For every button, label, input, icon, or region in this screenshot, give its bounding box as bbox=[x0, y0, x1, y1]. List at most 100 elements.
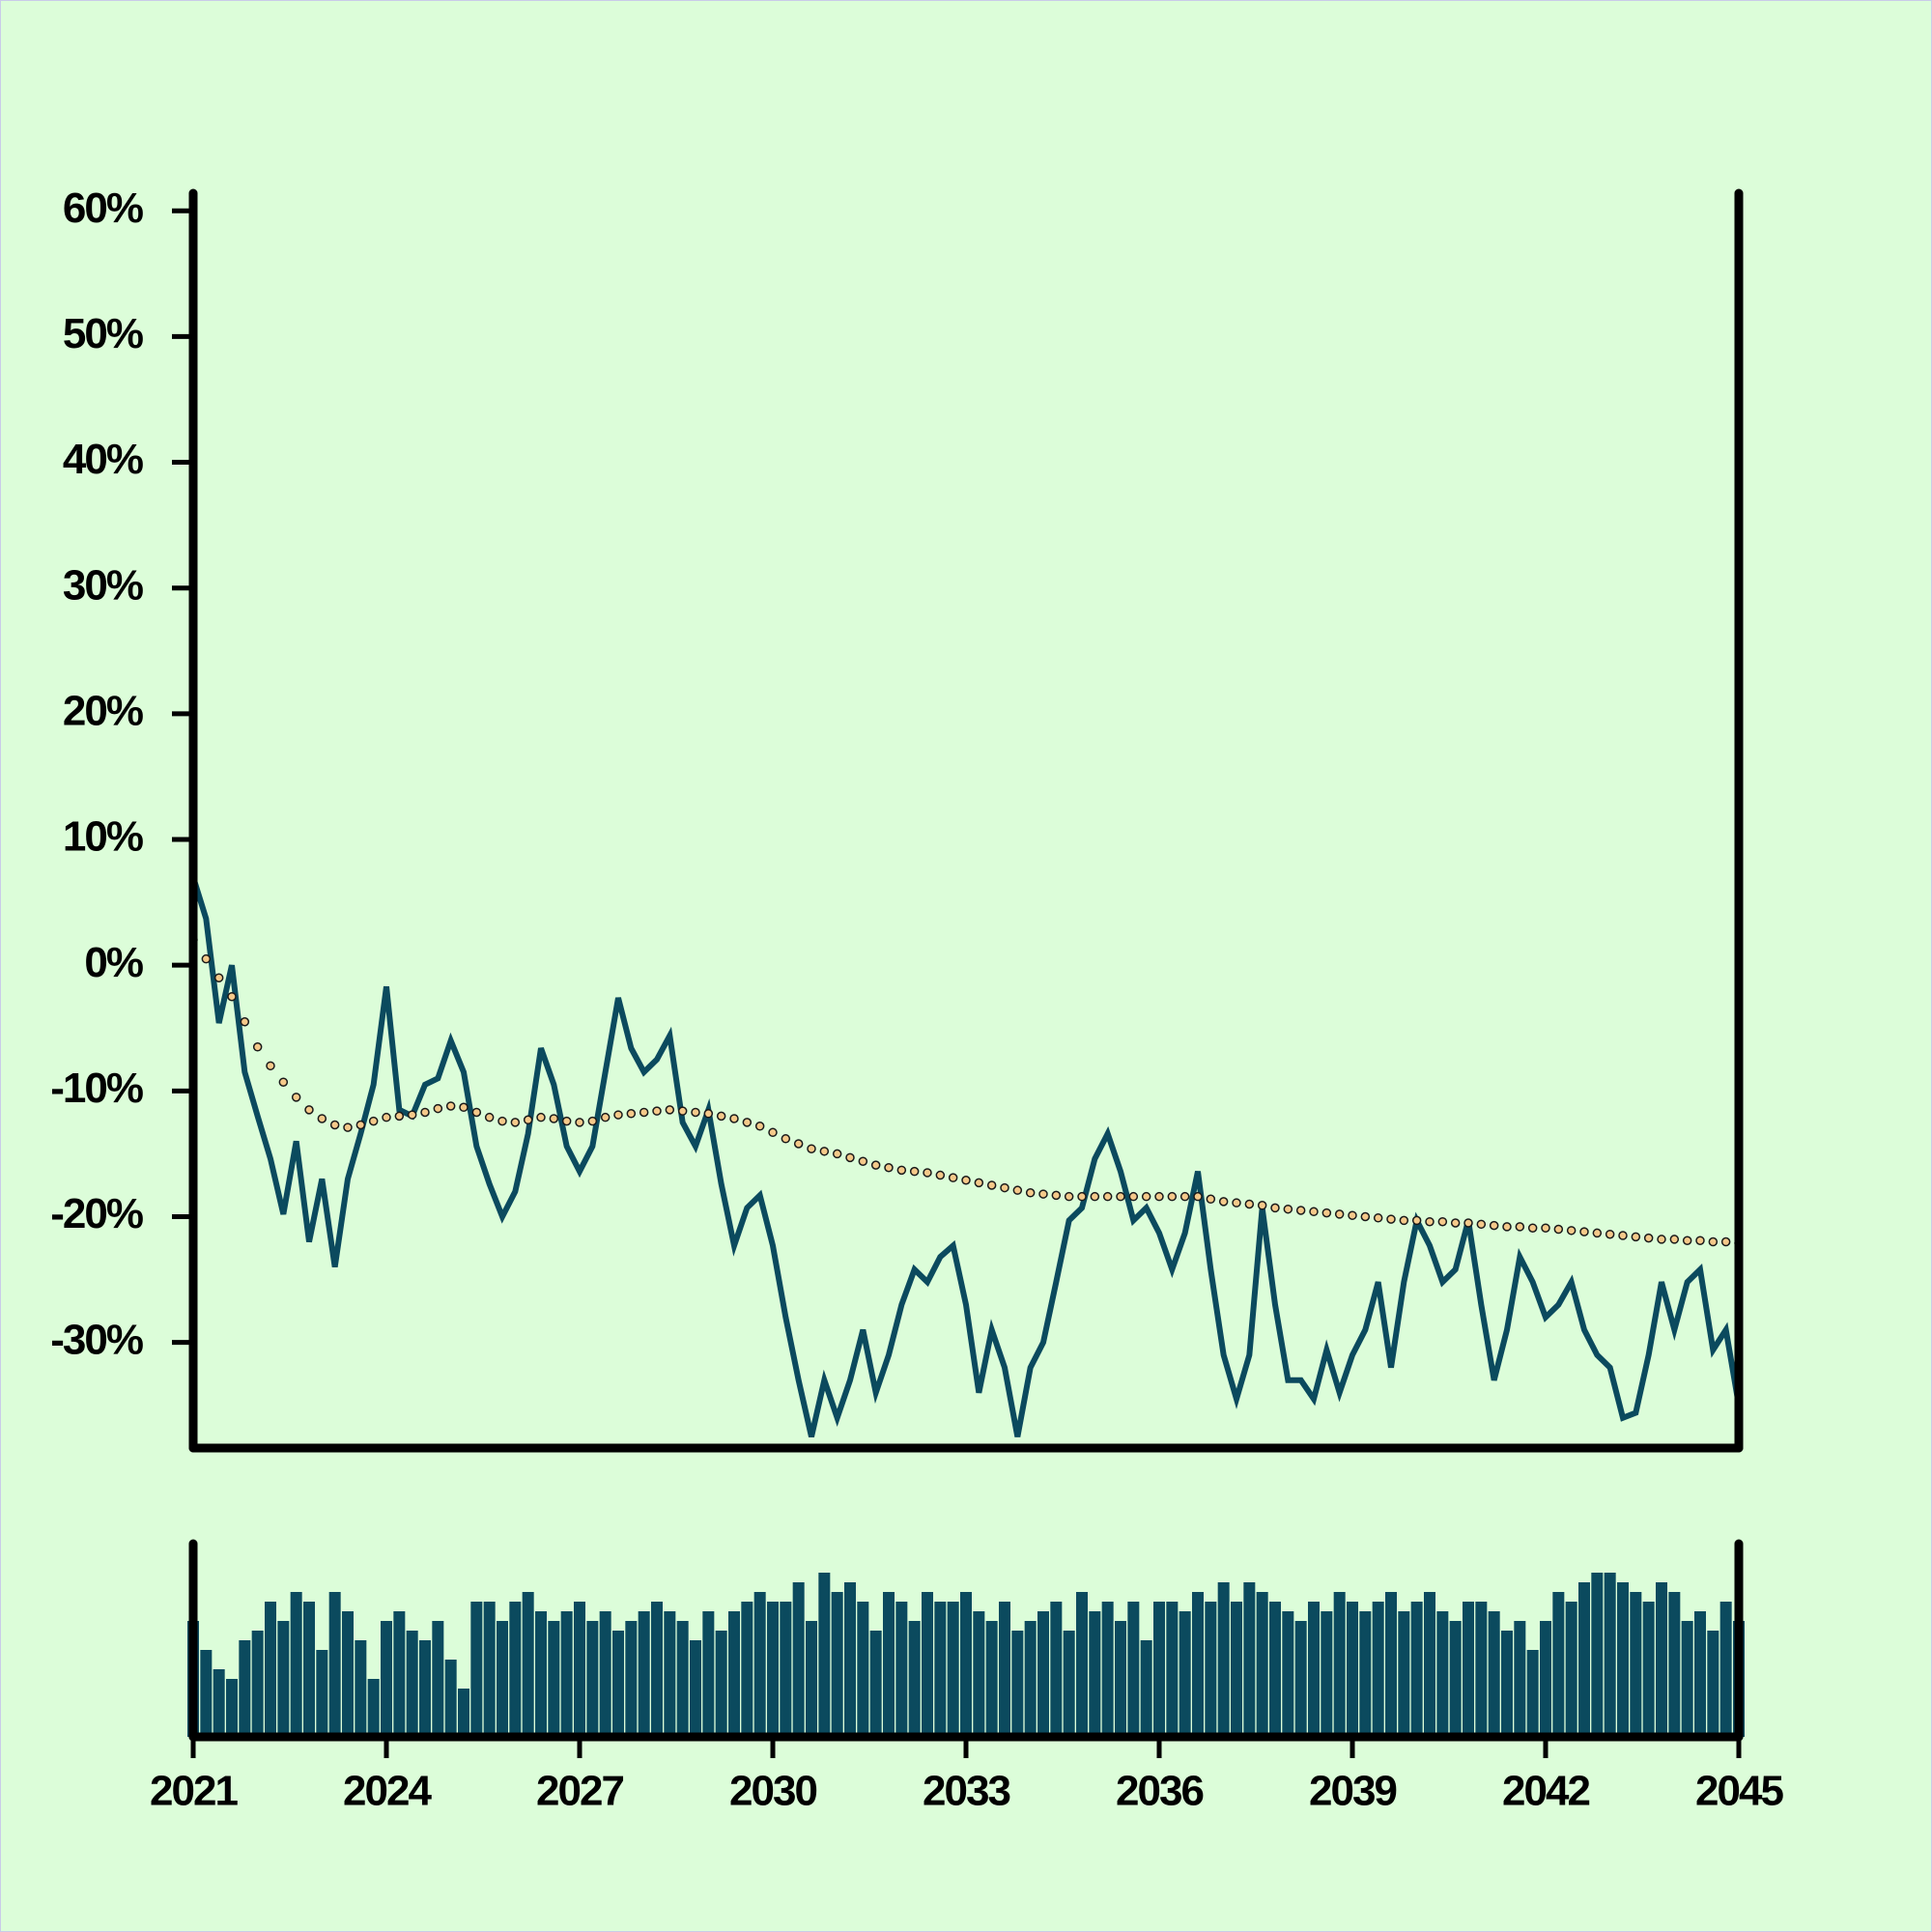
trend-dot bbox=[1450, 1218, 1461, 1228]
volume-bar bbox=[1668, 1592, 1681, 1737]
volume-bar bbox=[753, 1592, 766, 1737]
volume-bar bbox=[741, 1602, 753, 1737]
volume-bar bbox=[1436, 1611, 1449, 1737]
trend-dot bbox=[948, 1173, 958, 1182]
trend-dot bbox=[1000, 1182, 1009, 1193]
trend-dot bbox=[691, 1107, 700, 1118]
volume-bar bbox=[1294, 1621, 1307, 1737]
trend-dot bbox=[1232, 1198, 1241, 1208]
trend-dot bbox=[1321, 1208, 1332, 1218]
trend-dot bbox=[1283, 1204, 1293, 1214]
trend-dot bbox=[845, 1152, 855, 1163]
trend-dot bbox=[213, 973, 224, 982]
volume-bar bbox=[638, 1611, 650, 1737]
volume-bar bbox=[1359, 1611, 1372, 1737]
volume-bar bbox=[1410, 1602, 1423, 1737]
volume-bar bbox=[960, 1592, 972, 1737]
trend-dot bbox=[587, 1116, 598, 1126]
y-tick-label: 40% bbox=[63, 436, 143, 483]
trend-dot bbox=[201, 953, 212, 964]
volume-bar bbox=[844, 1582, 856, 1737]
volume-bar bbox=[1282, 1611, 1294, 1737]
x-tick-label: 2030 bbox=[729, 1768, 816, 1815]
volume-bar bbox=[715, 1631, 727, 1737]
trend-dot bbox=[665, 1105, 675, 1115]
volume-bar bbox=[651, 1602, 663, 1737]
volume-bar bbox=[806, 1621, 817, 1737]
volume-bar bbox=[1385, 1592, 1397, 1737]
trend-dot bbox=[1386, 1214, 1396, 1224]
volume-bar bbox=[1578, 1582, 1590, 1737]
trend-dot bbox=[1038, 1189, 1048, 1199]
x-tick-label: 2027 bbox=[536, 1768, 623, 1815]
volume-bar bbox=[200, 1650, 213, 1737]
trend-dot bbox=[1218, 1197, 1229, 1207]
trend-dot bbox=[896, 1165, 907, 1176]
trend-dot bbox=[536, 1112, 546, 1122]
volume-bar bbox=[1552, 1592, 1565, 1737]
data-line bbox=[193, 876, 1739, 1437]
volume-bar bbox=[497, 1621, 508, 1737]
trend-dot bbox=[1515, 1222, 1525, 1232]
volume-bar bbox=[818, 1573, 831, 1737]
volume-bar bbox=[586, 1621, 599, 1737]
trend-dot bbox=[1605, 1229, 1615, 1239]
volume-bar bbox=[251, 1631, 264, 1737]
volume-bar bbox=[1217, 1582, 1230, 1737]
trend-dot bbox=[1643, 1233, 1654, 1243]
volume-bar bbox=[780, 1602, 792, 1737]
volume-bar bbox=[419, 1640, 431, 1737]
volume-bar bbox=[1269, 1602, 1281, 1737]
trend-dot bbox=[639, 1107, 649, 1118]
trend-dot bbox=[523, 1115, 533, 1125]
volume-bar bbox=[1681, 1621, 1693, 1737]
trend-dot bbox=[329, 1120, 340, 1130]
volume-bar bbox=[1398, 1611, 1410, 1737]
trend-dot bbox=[870, 1160, 881, 1170]
volume-bar bbox=[1321, 1611, 1333, 1737]
trend-dot bbox=[807, 1144, 816, 1153]
x-tick-label: 2039 bbox=[1309, 1768, 1396, 1815]
trend-dot bbox=[266, 1061, 275, 1071]
trend-dot bbox=[1012, 1185, 1023, 1195]
trend-dot bbox=[1309, 1207, 1319, 1217]
volume-bar bbox=[612, 1631, 624, 1737]
trend-dot bbox=[703, 1109, 714, 1119]
volume-bar bbox=[548, 1621, 560, 1737]
trend-dot bbox=[1270, 1203, 1280, 1213]
trend-dot bbox=[1206, 1194, 1216, 1205]
volume-bar bbox=[1231, 1602, 1242, 1737]
trend-dot bbox=[819, 1147, 830, 1156]
volume-bar bbox=[1256, 1592, 1268, 1737]
trend-dot bbox=[561, 1116, 572, 1126]
volume-bar bbox=[1333, 1592, 1346, 1737]
volume-bar bbox=[831, 1592, 843, 1737]
volume-bar bbox=[922, 1592, 933, 1737]
volume-bar bbox=[1630, 1592, 1642, 1737]
trend-dot bbox=[240, 1017, 250, 1027]
volume-bar bbox=[947, 1602, 959, 1737]
trend-dot bbox=[1244, 1199, 1255, 1209]
trend-dot bbox=[575, 1118, 584, 1127]
trend-dot bbox=[1618, 1231, 1628, 1240]
trend-dot bbox=[1102, 1191, 1113, 1202]
trend-dot bbox=[986, 1180, 997, 1190]
trend-dot bbox=[382, 1112, 391, 1122]
trend-dot bbox=[781, 1134, 791, 1144]
trend-dot bbox=[613, 1110, 623, 1120]
trend-dot bbox=[754, 1122, 765, 1131]
volume-bar bbox=[1656, 1582, 1667, 1737]
trend-dot bbox=[1489, 1220, 1499, 1231]
trend-dot bbox=[1295, 1206, 1306, 1215]
volume-bar bbox=[728, 1611, 740, 1737]
volume-bar bbox=[1488, 1611, 1500, 1737]
trend-dot bbox=[974, 1178, 984, 1188]
trend-dot bbox=[1425, 1216, 1435, 1227]
volume-bar bbox=[316, 1650, 328, 1737]
trend-dot bbox=[1051, 1190, 1062, 1201]
trend-dot bbox=[1463, 1218, 1473, 1228]
volume-bar bbox=[1617, 1582, 1629, 1737]
trend-dot bbox=[1437, 1216, 1448, 1227]
trend-dot bbox=[471, 1107, 482, 1118]
